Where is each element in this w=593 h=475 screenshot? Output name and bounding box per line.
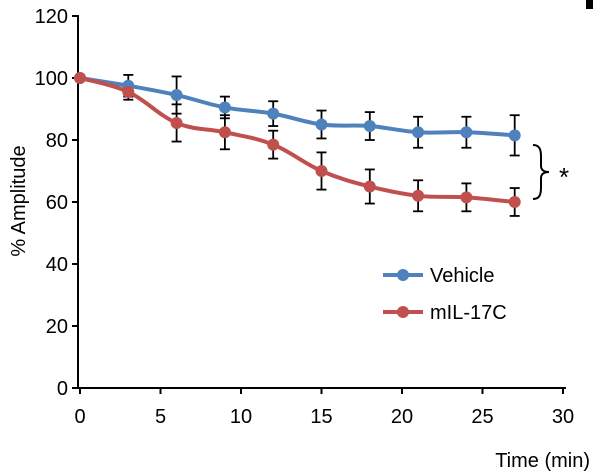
x-tick-label: 10	[230, 406, 252, 428]
panel-edge-mark	[586, 0, 593, 9]
series-lines	[79, 76, 515, 204]
x-tick-label: 20	[391, 406, 413, 428]
x-tick-label: 0	[74, 406, 85, 428]
data-point-vehicle	[315, 118, 328, 131]
y-tick-label: 80	[46, 130, 68, 152]
legend-label-vehicle: Vehicle	[430, 265, 495, 287]
y-axis-title: % Amplitude	[8, 145, 30, 256]
x-tick-label: 30	[552, 406, 574, 428]
ticks: 0 20 40 60 80 100 120 0 5 10 15 20 25 30	[35, 6, 575, 428]
data-point-mil-17c	[460, 191, 473, 204]
legend: Vehicle mIL-17C	[383, 265, 507, 324]
data-point-mil-17c	[218, 126, 231, 139]
data-point-mil-17c	[122, 85, 135, 98]
series-line-vehicle	[79, 76, 515, 138]
data-point-vehicle	[412, 126, 425, 139]
x-axis-title: Time (min)	[495, 450, 590, 472]
y-tick-label: 100	[35, 68, 68, 90]
data-point-vehicle	[170, 89, 183, 102]
error-bars	[123, 74, 520, 217]
x-tick-label: 5	[155, 406, 166, 428]
data-point-vehicle	[218, 101, 231, 114]
data-point-vehicle	[363, 120, 376, 133]
y-tick-label: 60	[46, 192, 68, 214]
data-point-mil-17c	[74, 72, 86, 84]
legend-marker-vehicle	[397, 269, 409, 281]
legend-marker-mil-17c	[397, 306, 409, 318]
y-tick-label: 20	[46, 316, 68, 338]
data-point-mil-17c	[363, 180, 376, 193]
significance-star: *	[559, 162, 569, 192]
y-tick-label: 40	[46, 254, 68, 276]
y-tick-label: 0	[57, 378, 68, 400]
data-point-mil-17c	[170, 116, 183, 129]
data-point-vehicle	[508, 129, 521, 142]
series-line-mil-17c	[79, 76, 515, 204]
data-point-mil-17c	[267, 138, 280, 151]
y-tick-label: 120	[35, 6, 68, 28]
x-tick-label: 15	[310, 406, 332, 428]
data-point-vehicle	[460, 126, 473, 139]
curly-brace	[532, 144, 550, 200]
data-point-vehicle	[267, 107, 280, 120]
legend-label-mil-17c: mIL-17C	[430, 302, 507, 324]
data-point-mil-17c	[412, 189, 425, 202]
x-tick-label: 25	[471, 406, 493, 428]
data-point-mil-17c	[315, 165, 328, 177]
data-point-mil-17c	[508, 196, 521, 208]
data-points	[74, 72, 521, 208]
significance-annotation: *	[532, 144, 569, 200]
